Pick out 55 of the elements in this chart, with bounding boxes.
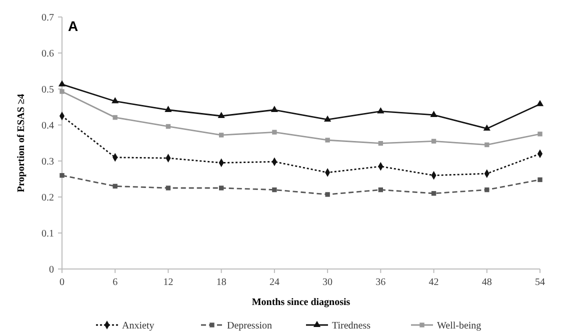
point: [218, 132, 224, 138]
point: [218, 186, 224, 190]
x-tick-label: 54: [535, 277, 545, 288]
point: [324, 115, 332, 122]
legend-label: Tiredness: [332, 320, 371, 332]
point: [325, 192, 330, 197]
legend-label: Well-being: [437, 320, 482, 332]
point: [112, 97, 119, 104]
x-tick-label: 48: [482, 277, 492, 288]
y-tick-label: 0.3: [42, 156, 54, 168]
legend-label: Anxiety: [122, 320, 154, 332]
point: [166, 186, 171, 190]
y-axis-title: Proportion of ESAS ≥4: [16, 94, 27, 192]
point: [112, 184, 118, 189]
point: [377, 107, 384, 114]
point: [536, 100, 544, 106]
point: [58, 80, 66, 86]
y-tick-label: 0: [49, 264, 54, 276]
point: [166, 124, 171, 129]
y-tick-label: 0.1: [42, 228, 54, 240]
y-tick-label: 0.7: [42, 12, 54, 24]
y-tick-label: 0.5: [42, 84, 54, 96]
y-tick-label: 0.2: [42, 192, 54, 204]
point: [538, 132, 542, 136]
point: [431, 138, 436, 144]
x-tick-label: 0: [60, 277, 64, 288]
point: [484, 142, 490, 148]
point: [378, 187, 384, 192]
point: [272, 130, 277, 135]
x-tick-label: 24: [269, 277, 280, 288]
y-tick-label: 0.4: [42, 120, 54, 132]
point: [538, 177, 542, 182]
point: [60, 173, 64, 178]
point: [112, 115, 118, 120]
annotation: A: [68, 18, 78, 34]
x-tick-label: 6: [112, 277, 118, 288]
point: [484, 187, 490, 192]
point: [483, 124, 490, 131]
point: [164, 106, 172, 112]
point: [325, 138, 330, 142]
point: [60, 89, 64, 94]
point: [431, 191, 436, 196]
x-tick-label: 42: [428, 277, 439, 288]
point: [270, 106, 278, 112]
point: [272, 187, 277, 192]
x-tick-label: 36: [376, 277, 386, 288]
point: [430, 110, 438, 117]
x-tick-label: 30: [322, 277, 333, 288]
x-tick-label: 18: [216, 277, 226, 288]
x-tick-label: 12: [163, 277, 174, 288]
legend-label: Depression: [227, 320, 272, 332]
y-tick-label: 0.6: [42, 48, 54, 60]
point: [218, 112, 225, 118]
x-axis-title: Months since diagnosis: [252, 297, 350, 308]
point: [378, 141, 384, 146]
